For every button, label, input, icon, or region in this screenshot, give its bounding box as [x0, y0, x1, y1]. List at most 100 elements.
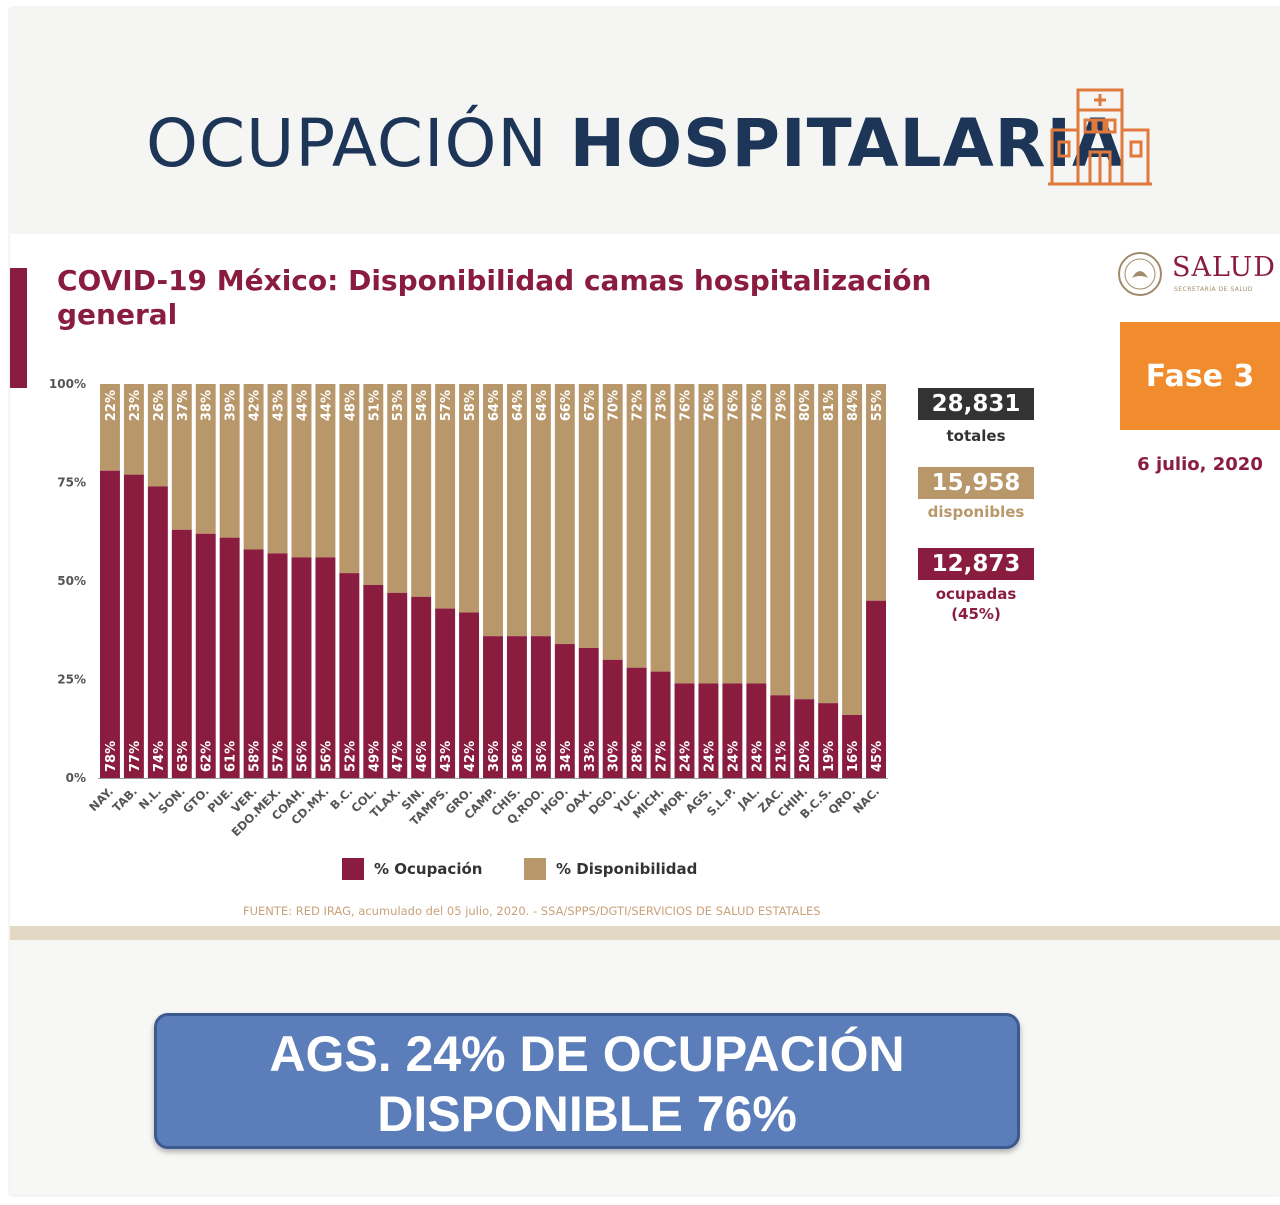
data-label-ocupacion: 77% [128, 741, 143, 772]
data-label-disponibilidad: 43% [272, 390, 287, 421]
bar-disponibilidad [818, 384, 839, 704]
data-label-disponibilidad: 76% [750, 390, 765, 421]
data-label-disponibilidad: 80% [798, 390, 813, 421]
bar-disponibilidad [315, 384, 336, 558]
x-tick-label: SON. [155, 784, 188, 817]
data-label-ocupacion: 28% [631, 741, 646, 772]
x-tick-label: GTO. [180, 784, 212, 816]
data-label-ocupacion: 24% [702, 741, 717, 772]
data-label-ocupacion: 36% [535, 741, 550, 772]
bar-ocupacion [315, 557, 336, 778]
data-label-disponibilidad: 84% [846, 390, 861, 421]
x-tick-label: NAY. [86, 784, 116, 814]
eagle-seal-icon [1118, 252, 1162, 296]
bar-disponibilidad [866, 384, 886, 601]
bar-ocupacion [387, 592, 408, 778]
available-beds-badge: 15,958 [918, 467, 1034, 499]
bar-disponibilidad [746, 384, 767, 684]
bar-ocupacion [459, 612, 480, 778]
data-label-disponibilidad: 51% [367, 390, 382, 421]
bar-ocupacion [722, 683, 743, 778]
data-label-ocupacion: 61% [224, 741, 239, 772]
bar-ocupacion [506, 636, 527, 778]
salud-logo: SALUD SECRETARÍA DE SALUD [1116, 246, 1280, 306]
bar-disponibilidad [602, 384, 623, 660]
data-label-disponibilidad: 64% [487, 390, 502, 421]
bar-ocupacion [674, 683, 695, 778]
data-label-disponibilidad: 72% [631, 390, 646, 421]
data-label-disponibilidad: 22% [104, 390, 119, 421]
bar-ocupacion [219, 537, 240, 778]
data-label-disponibilidad: 53% [391, 390, 406, 421]
bar-disponibilidad [698, 384, 719, 684]
phase-badge: Fase 3 [1120, 322, 1280, 430]
bar-ocupacion [818, 703, 839, 778]
bar-ocupacion [267, 553, 288, 778]
legend-label-disponibilidad: % Disponibilidad [556, 860, 697, 878]
data-label-ocupacion: 56% [319, 741, 334, 772]
bar-ocupacion [435, 608, 456, 778]
bar-disponibilidad [530, 384, 551, 637]
source-note: FUENTE: RED IRAG, acumulado del 05 julio… [243, 904, 821, 918]
data-label-disponibilidad: 57% [439, 390, 454, 421]
bar-ocupacion [147, 486, 168, 778]
bar-disponibilidad [554, 384, 575, 645]
data-label-disponibilidad: 48% [343, 390, 358, 421]
data-label-disponibilidad: 64% [511, 390, 526, 421]
total-beds-badge: 28,831 [918, 388, 1034, 420]
bar-disponibilidad [506, 384, 527, 637]
data-label-disponibilidad: 26% [152, 390, 167, 421]
bar-ocupacion [243, 549, 264, 778]
data-label-ocupacion: 27% [655, 741, 670, 772]
bar-ocupacion [794, 699, 815, 778]
data-label-disponibilidad: 76% [702, 390, 717, 421]
bar-ocupacion [100, 470, 120, 778]
occupied-beds-pct: (45%) [951, 605, 1001, 623]
data-label-ocupacion: 36% [511, 741, 526, 772]
chart-title: COVID-19 México: Disponibilidad camas ho… [57, 264, 932, 331]
legend-swatch-ocupacion [342, 858, 364, 880]
bar-ocupacion [339, 573, 360, 778]
data-label-ocupacion: 49% [367, 741, 382, 772]
bar-disponibilidad [339, 384, 360, 574]
bar-disponibilidad [387, 384, 408, 593]
data-label-ocupacion: 63% [176, 741, 191, 772]
data-label-ocupacion: 24% [679, 741, 694, 772]
bar-ocupacion [626, 667, 647, 778]
bar-disponibilidad [722, 384, 743, 684]
data-label-disponibilidad: 67% [583, 390, 598, 421]
data-label-disponibilidad: 39% [224, 390, 239, 421]
page-title-bold: HOSPITALARIA [569, 105, 1125, 182]
bar-ocupacion [530, 636, 551, 778]
bar-ocupacion [770, 695, 791, 778]
bar-disponibilidad [219, 384, 240, 538]
y-tick-label: 75% [57, 476, 86, 490]
data-label-disponibilidad: 44% [319, 390, 334, 421]
bar-ocupacion [123, 474, 144, 778]
bar-ocupacion [291, 557, 312, 778]
brand-subtitle: SECRETARÍA DE SALUD [1174, 286, 1253, 293]
bar-disponibilidad [674, 384, 695, 684]
data-label-ocupacion: 42% [463, 741, 478, 772]
data-label-ocupacion: 47% [391, 741, 406, 772]
bar-disponibilidad [483, 384, 503, 637]
x-tick-label: PUE. [205, 784, 236, 815]
data-label-disponibilidad: 42% [248, 390, 263, 421]
data-label-disponibilidad: 76% [679, 390, 694, 421]
total-beds-caption: totales [946, 427, 1006, 445]
data-label-ocupacion: 19% [822, 741, 837, 772]
data-label-disponibilidad: 64% [535, 390, 550, 421]
data-label-disponibilidad: 58% [463, 390, 478, 421]
page-title-light: OCUPACIÓN [146, 105, 548, 182]
data-label-disponibilidad: 54% [415, 390, 430, 421]
data-label-ocupacion: 36% [487, 741, 502, 772]
data-label-ocupacion: 46% [415, 741, 430, 772]
legend-swatch-disponibilidad [524, 858, 546, 880]
data-label-ocupacion: 33% [583, 741, 598, 772]
data-label-disponibilidad: 38% [200, 390, 215, 421]
bar-disponibilidad [794, 384, 815, 700]
x-tick-label: TAB. [110, 784, 140, 814]
x-tick-label: QRO. [825, 784, 858, 817]
data-label-ocupacion: 16% [846, 741, 861, 772]
bar-ocupacion [866, 600, 886, 778]
